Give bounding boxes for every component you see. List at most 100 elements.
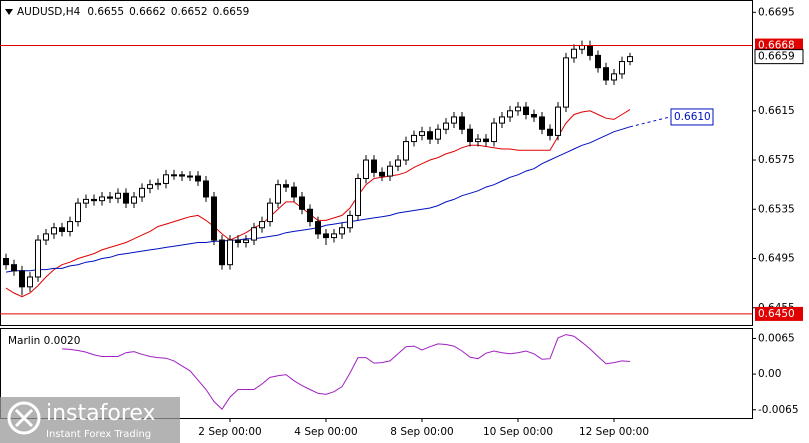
close-price: 0.6659: [213, 6, 250, 18]
candle-body: [531, 113, 537, 118]
x-tick-label: 2 Sep 00:00: [198, 426, 261, 438]
candle-body: [339, 227, 345, 235]
level-label-box: [755, 38, 803, 53]
menu-arrow[interactable]: [5, 9, 13, 15]
price-label-box: [754, 49, 804, 65]
candle-body: [371, 159, 377, 173]
candle-body: [179, 174, 185, 177]
candle-body: [451, 116, 457, 124]
candle-body: [563, 57, 569, 108]
candle-body: [155, 182, 161, 186]
candle-body: [27, 276, 33, 288]
candle-body: [19, 270, 25, 288]
candle-body: [11, 264, 17, 272]
candle-body: [3, 258, 9, 266]
candle-body: [227, 239, 233, 266]
candle-body: [51, 227, 57, 235]
price-label: 0.6659: [758, 51, 795, 63]
ma-label-box: [670, 108, 714, 126]
candle-body: [443, 122, 449, 130]
candle-body: [43, 233, 49, 241]
candle-body: [331, 233, 337, 239]
candle-body: [291, 186, 297, 198]
candle-body: [67, 221, 73, 232]
indicator-title: Marlin 0.0020: [8, 335, 80, 347]
candle-body: [507, 110, 513, 118]
candle-body: [203, 180, 209, 198]
candle-body: [219, 239, 225, 266]
symbol: AUDUSD,H4: [17, 6, 81, 18]
candle-body: [35, 239, 41, 278]
y-tick-label: 0.6535: [758, 203, 795, 215]
candle-body: [195, 175, 201, 182]
y-tick-label: -0.0065: [758, 404, 799, 416]
candle-body: [355, 178, 361, 216]
candle-body: [163, 174, 169, 184]
candle-body: [499, 116, 505, 124]
candle-body: [187, 175, 193, 178]
candle-body: [547, 128, 553, 136]
x-tick-label: 8 Sep 00:00: [390, 426, 453, 438]
candle-body: [115, 192, 121, 199]
watermark: instaforex Instant Forex Trading: [0, 397, 180, 443]
candle-body: [427, 131, 433, 140]
indicator-frame: [0, 328, 753, 419]
y-tick-label: 0.6575: [758, 154, 795, 166]
candle-body: [323, 233, 329, 239]
candle-body: [235, 239, 241, 244]
candle-body: [363, 159, 369, 180]
watermark-slogan: Instant Forex Trading: [46, 429, 151, 440]
candle-body: [475, 138, 481, 143]
x-tick-label: 10 Sep 00:00: [483, 426, 553, 438]
candle-body: [91, 198, 97, 202]
open-price: 0.6655: [87, 6, 124, 18]
candle-body: [259, 221, 265, 229]
candle-body: [539, 116, 545, 130]
candle-body: [315, 221, 321, 235]
candle-body: [611, 73, 617, 81]
candle-body: [171, 174, 177, 177]
candle-body: [83, 198, 89, 204]
candle-body: [491, 122, 497, 143]
ma-label: 0.6610: [674, 111, 711, 123]
indicator-line: [61, 334, 631, 410]
x-tick-label: 12 Sep 00:00: [579, 426, 649, 438]
candle-body: [59, 227, 65, 232]
candle-body: [523, 106, 529, 115]
candle-body: [459, 116, 465, 130]
candle-body: [139, 187, 145, 198]
candle-body: [307, 208, 313, 223]
level-label-box: [755, 306, 803, 321]
watermark-logo: [7, 401, 41, 435]
watermark-logo-mark: [14, 408, 34, 428]
candle-body: [579, 45, 585, 50]
ma-projection: [629, 116, 671, 128]
candle-body: [587, 45, 593, 56]
watermark-name: instaforex: [46, 401, 156, 426]
candle-body: [107, 196, 113, 199]
candle-body: [387, 165, 393, 177]
candle-body: [123, 192, 129, 204]
candle-body: [99, 196, 105, 202]
candle-body: [595, 54, 601, 69]
level-label: 0.6450: [758, 308, 795, 320]
candle-body: [515, 106, 521, 112]
low-price: 0.6652: [171, 6, 208, 18]
candle-body: [627, 56, 633, 63]
y-tick-label: 0.00: [758, 368, 781, 380]
candle-body: [131, 196, 137, 204]
candle-body: [299, 196, 305, 210]
candle-body: [267, 202, 273, 223]
candle-body: [403, 141, 409, 161]
y-tick-label: 0.6695: [758, 6, 795, 18]
candle-body: [275, 184, 281, 204]
candle-body: [619, 61, 625, 75]
y-tick-label: 0.6495: [758, 253, 795, 265]
candle-body: [347, 214, 353, 229]
chart-header: AUDUSD,H4 0.6655 0.6662 0.6652 0.6659: [17, 6, 249, 18]
candle-body: [467, 128, 473, 143]
candle-body: [75, 202, 81, 223]
x-tick-label: 4 Sep 00:00: [294, 426, 357, 438]
